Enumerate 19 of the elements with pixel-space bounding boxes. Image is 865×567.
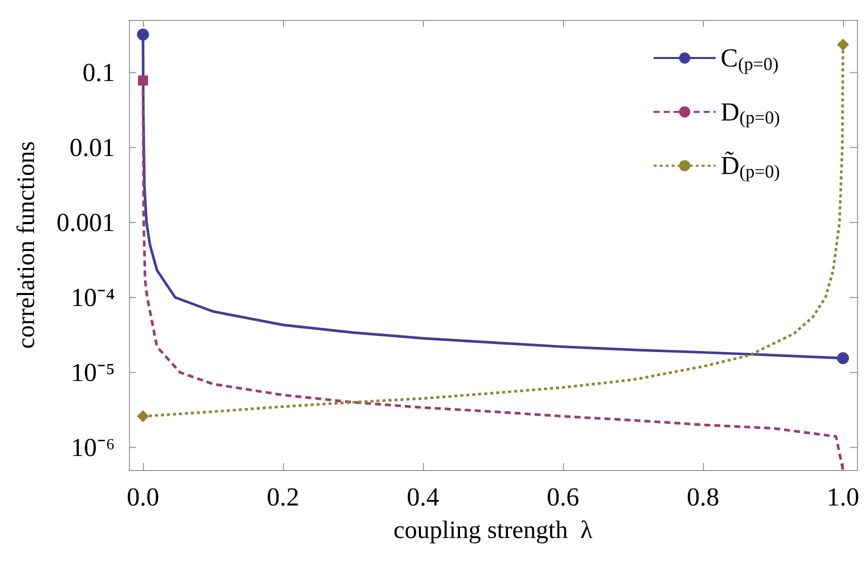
x-tick-label: 0.2 xyxy=(266,482,300,512)
point xyxy=(137,410,149,422)
x-tick-label: 0.6 xyxy=(546,482,580,512)
point xyxy=(138,76,148,86)
y-tick-label: 0.001 xyxy=(56,208,115,237)
x-tick-label: 1.0 xyxy=(826,482,860,512)
y-tick-label: 0.1 xyxy=(82,58,115,87)
x-tick-label: 0.4 xyxy=(406,482,440,512)
y-tick-label: 10⁻⁶ xyxy=(70,432,115,462)
x-tick-label: 0.8 xyxy=(686,482,720,512)
point xyxy=(837,38,849,51)
x-tick-label: 0.0 xyxy=(126,482,160,512)
y-axis-title: correlation functions xyxy=(13,141,40,349)
y-tick-label: 10⁻⁴ xyxy=(70,282,115,312)
y-tick-label: 0.01 xyxy=(70,132,115,162)
y-tick-label: 10⁻⁵ xyxy=(70,358,115,387)
point xyxy=(137,28,149,41)
point xyxy=(837,352,849,364)
x-axis-title: coupling strength λ xyxy=(394,517,592,544)
